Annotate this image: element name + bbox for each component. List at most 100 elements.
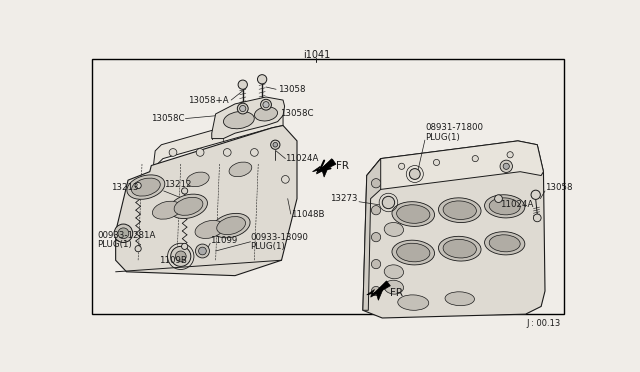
Text: PLUG(1): PLUG(1) [97,240,132,249]
Text: 1109B: 1109B [159,256,187,265]
Circle shape [371,286,381,296]
Bar [92,58,564,314]
Circle shape [282,176,289,183]
Ellipse shape [384,265,404,279]
Circle shape [175,251,186,262]
Polygon shape [316,159,336,174]
Circle shape [171,246,191,266]
Ellipse shape [484,232,525,255]
Circle shape [433,159,440,166]
Circle shape [273,142,278,147]
Circle shape [533,214,541,222]
Ellipse shape [223,112,254,129]
Ellipse shape [384,222,404,236]
Circle shape [118,228,129,239]
Circle shape [250,148,259,156]
Circle shape [371,260,381,269]
Ellipse shape [397,295,429,310]
Ellipse shape [443,201,476,219]
Ellipse shape [212,214,250,238]
Ellipse shape [489,235,520,252]
Circle shape [114,224,132,243]
Circle shape [507,152,513,158]
Circle shape [198,247,206,255]
Circle shape [371,232,381,242]
Circle shape [371,206,381,215]
Polygon shape [116,125,297,276]
Polygon shape [312,158,332,177]
Ellipse shape [484,195,525,218]
Circle shape [495,195,502,202]
Polygon shape [212,97,285,139]
Circle shape [399,163,404,169]
Ellipse shape [438,236,481,261]
Ellipse shape [217,217,246,235]
Text: 13273: 13273 [330,194,358,203]
Ellipse shape [392,202,435,227]
Circle shape [195,244,209,258]
Text: 08931-71800: 08931-71800 [425,123,483,132]
Circle shape [135,246,141,252]
Ellipse shape [195,221,224,238]
Polygon shape [367,282,386,300]
Ellipse shape [392,240,435,265]
Circle shape [371,179,381,188]
Circle shape [382,196,395,209]
Circle shape [223,148,231,156]
Circle shape [182,188,188,194]
Circle shape [182,243,188,250]
Text: 00933-1281A: 00933-1281A [97,231,156,240]
Ellipse shape [445,292,474,306]
Circle shape [169,148,177,156]
Text: FR: FR [336,161,349,171]
Polygon shape [154,114,283,168]
Circle shape [263,102,269,108]
Circle shape [260,99,271,110]
Ellipse shape [397,205,430,223]
Polygon shape [363,141,545,318]
Text: PLUG(1): PLUG(1) [425,132,460,141]
Text: 00933-13090: 00933-13090 [250,232,308,242]
Text: 11048B: 11048B [291,209,324,218]
Text: i1041: i1041 [303,51,330,60]
Circle shape [410,169,420,179]
Ellipse shape [397,243,430,262]
Ellipse shape [384,280,404,294]
Ellipse shape [229,162,252,177]
Text: 13058C: 13058C [151,114,184,123]
Text: 13058: 13058 [278,85,305,94]
Text: 11024A: 11024A [500,200,533,209]
Circle shape [238,80,248,89]
Text: 11024A: 11024A [285,154,319,163]
Ellipse shape [127,175,165,199]
Ellipse shape [152,201,181,219]
Ellipse shape [170,194,207,219]
Text: 13058: 13058 [545,183,573,192]
Text: PLUG(1): PLUG(1) [250,242,285,251]
Circle shape [503,163,509,169]
Ellipse shape [186,172,209,187]
Polygon shape [363,158,381,310]
Polygon shape [371,281,390,297]
Polygon shape [367,141,543,189]
Text: FR: FR [390,288,403,298]
Circle shape [472,155,478,162]
Circle shape [196,148,204,156]
Circle shape [271,140,280,150]
Circle shape [500,160,513,173]
Ellipse shape [489,198,520,215]
Ellipse shape [131,178,160,196]
Text: 13058+A: 13058+A [189,96,229,105]
Circle shape [237,103,248,114]
Circle shape [135,183,141,189]
Text: 13213: 13213 [111,183,138,192]
Ellipse shape [174,197,203,215]
Text: J : 00.13: J : 00.13 [526,319,561,328]
Circle shape [239,106,246,112]
Text: 13058C: 13058C [280,109,314,118]
Text: 11099: 11099 [210,237,237,246]
Circle shape [257,75,267,84]
Ellipse shape [438,198,481,222]
Text: 13212: 13212 [164,180,191,189]
Circle shape [531,190,540,199]
